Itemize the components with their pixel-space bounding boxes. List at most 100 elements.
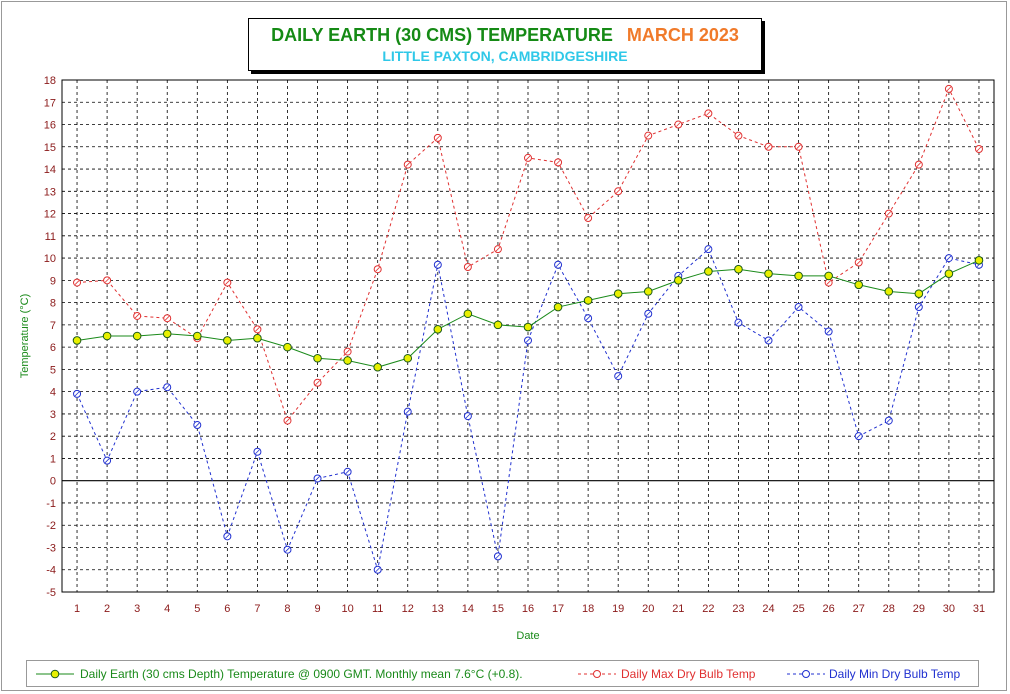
earth-temp-point — [914, 289, 924, 299]
min-temp-point-mark — [645, 311, 651, 317]
min-temp-point-mark — [796, 304, 801, 310]
earth-temp-point — [433, 325, 443, 334]
earth-temp-point — [944, 269, 954, 278]
x-axis-label: Date — [516, 630, 539, 642]
earth-temp-point — [102, 331, 112, 341]
earth-temp-point — [583, 296, 593, 305]
x-tick-label: 20 — [642, 603, 654, 615]
x-tick-label: 28 — [883, 603, 895, 615]
legend-label: Daily Max Dry Bulb Temp — [621, 667, 756, 681]
max-temp-point-mark — [946, 86, 952, 92]
min-temp-point-mark — [104, 458, 110, 463]
max-temp-point-mark — [886, 211, 892, 216]
earth-temp-point — [373, 362, 382, 372]
legend-label: Daily Earth (30 cms Depth) Temperature @… — [80, 667, 523, 681]
x-tick-label: 22 — [702, 603, 714, 615]
earth-temp-point — [734, 264, 743, 274]
x-tick-label: 18 — [582, 603, 594, 615]
y-tick-label: 9 — [50, 275, 56, 287]
x-tick-label: 14 — [462, 603, 474, 615]
min-temp-point-mark — [134, 389, 140, 394]
earth-temp-point — [824, 271, 833, 281]
min-temp-point-mark — [946, 255, 952, 261]
y-tick-label: 14 — [44, 164, 56, 176]
x-tick-label: 4 — [164, 603, 170, 615]
x-tick-label: 27 — [853, 603, 865, 615]
x-tick-label: 19 — [612, 603, 624, 615]
max-temp-point-mark — [525, 155, 531, 161]
x-tick-label: 23 — [732, 603, 744, 615]
x-tick-label: 26 — [823, 603, 835, 615]
y-tick-label: -1 — [46, 498, 56, 510]
earth-temp-point — [72, 336, 82, 345]
max-temp-point-mark — [676, 122, 681, 127]
x-tick-label: 8 — [284, 603, 290, 615]
min-temp-point-mark — [706, 246, 711, 252]
min-temp-point-mark — [886, 418, 892, 423]
min-temp-point-mark — [555, 262, 561, 268]
chart-title: DAILY EARTH (30 CMS) TEMPERATURE — [271, 25, 613, 45]
max-temp-point-mark — [615, 189, 621, 194]
y-tick-label: 5 — [50, 364, 56, 376]
chart-title-month: MARCH 2023 — [626, 25, 739, 45]
max-temp-point-mark — [285, 418, 290, 423]
earth-temp-point — [403, 353, 413, 363]
y-tick-label: 4 — [50, 387, 56, 399]
min-temp-point-mark — [164, 384, 170, 390]
y-tick-label: 10 — [44, 253, 56, 265]
max-temp-point-mark — [645, 133, 651, 138]
max-temp-point-mark — [916, 162, 922, 167]
min-temp-point-mark — [585, 315, 591, 321]
min-temp-point-mark — [74, 391, 80, 397]
y-tick-label: 16 — [44, 120, 56, 132]
y-tick-label: 12 — [44, 209, 56, 221]
x-tick-label: 5 — [194, 603, 200, 615]
max-temp-point-mark — [555, 160, 561, 165]
max-temp-point-mark — [104, 278, 110, 283]
y-tick-label: -2 — [46, 520, 56, 532]
earth-temp-point — [523, 322, 533, 332]
earth-temp-point — [613, 289, 623, 299]
x-tick-label: 1 — [74, 603, 80, 615]
earth-temp-point — [794, 271, 803, 281]
max-temp-point-mark — [255, 327, 260, 332]
max-temp-point-mark — [74, 280, 80, 285]
min-temp-point-mark — [195, 422, 200, 428]
x-tick-label: 12 — [402, 603, 414, 615]
min-temp-point-mark — [615, 373, 621, 379]
legend-swatch-marker — [50, 669, 60, 679]
x-tick-label: 11 — [372, 603, 383, 615]
max-temp-point-mark — [976, 146, 982, 152]
min-temp-point-mark — [856, 433, 861, 439]
x-tick-label: 30 — [943, 603, 955, 615]
min-temp-point-mark — [766, 338, 771, 343]
y-tick-label: -3 — [46, 542, 56, 554]
x-tick-label: 24 — [762, 603, 774, 615]
y-tick-label: 3 — [50, 409, 56, 421]
earth-temp-point — [674, 276, 683, 285]
min-temp-point-mark — [255, 449, 260, 455]
y-tick-label: 11 — [45, 231, 56, 243]
earth-temp-point — [192, 331, 202, 341]
y-tick-label: 13 — [44, 186, 56, 198]
max-temp-point-mark — [465, 264, 471, 270]
max-temp-point-mark — [766, 144, 771, 150]
min-temp-point-mark — [225, 534, 230, 539]
legend-label: Daily Min Dry Bulb Temp — [829, 667, 960, 681]
x-tick-label: 17 — [552, 603, 564, 615]
earth-temp-point — [854, 280, 864, 290]
earth-temp-point — [493, 320, 503, 330]
x-tick-label: 13 — [432, 603, 444, 615]
x-tick-label: 15 — [492, 603, 504, 615]
title-line: DAILY EARTH (30 CMS) TEMPERATURE MARCH 20… — [249, 25, 761, 46]
earth-temp-point — [223, 336, 232, 345]
min-temp-point-mark — [315, 476, 320, 481]
x-tick-label: 7 — [254, 603, 260, 615]
earth-temp-point — [764, 269, 773, 278]
x-tick-label: 31 — [973, 603, 985, 615]
x-tick-label: 2 — [104, 603, 110, 615]
earth-temp-point — [463, 309, 473, 319]
earth-temp-point — [974, 256, 984, 265]
max-temp-point-mark — [796, 144, 801, 150]
